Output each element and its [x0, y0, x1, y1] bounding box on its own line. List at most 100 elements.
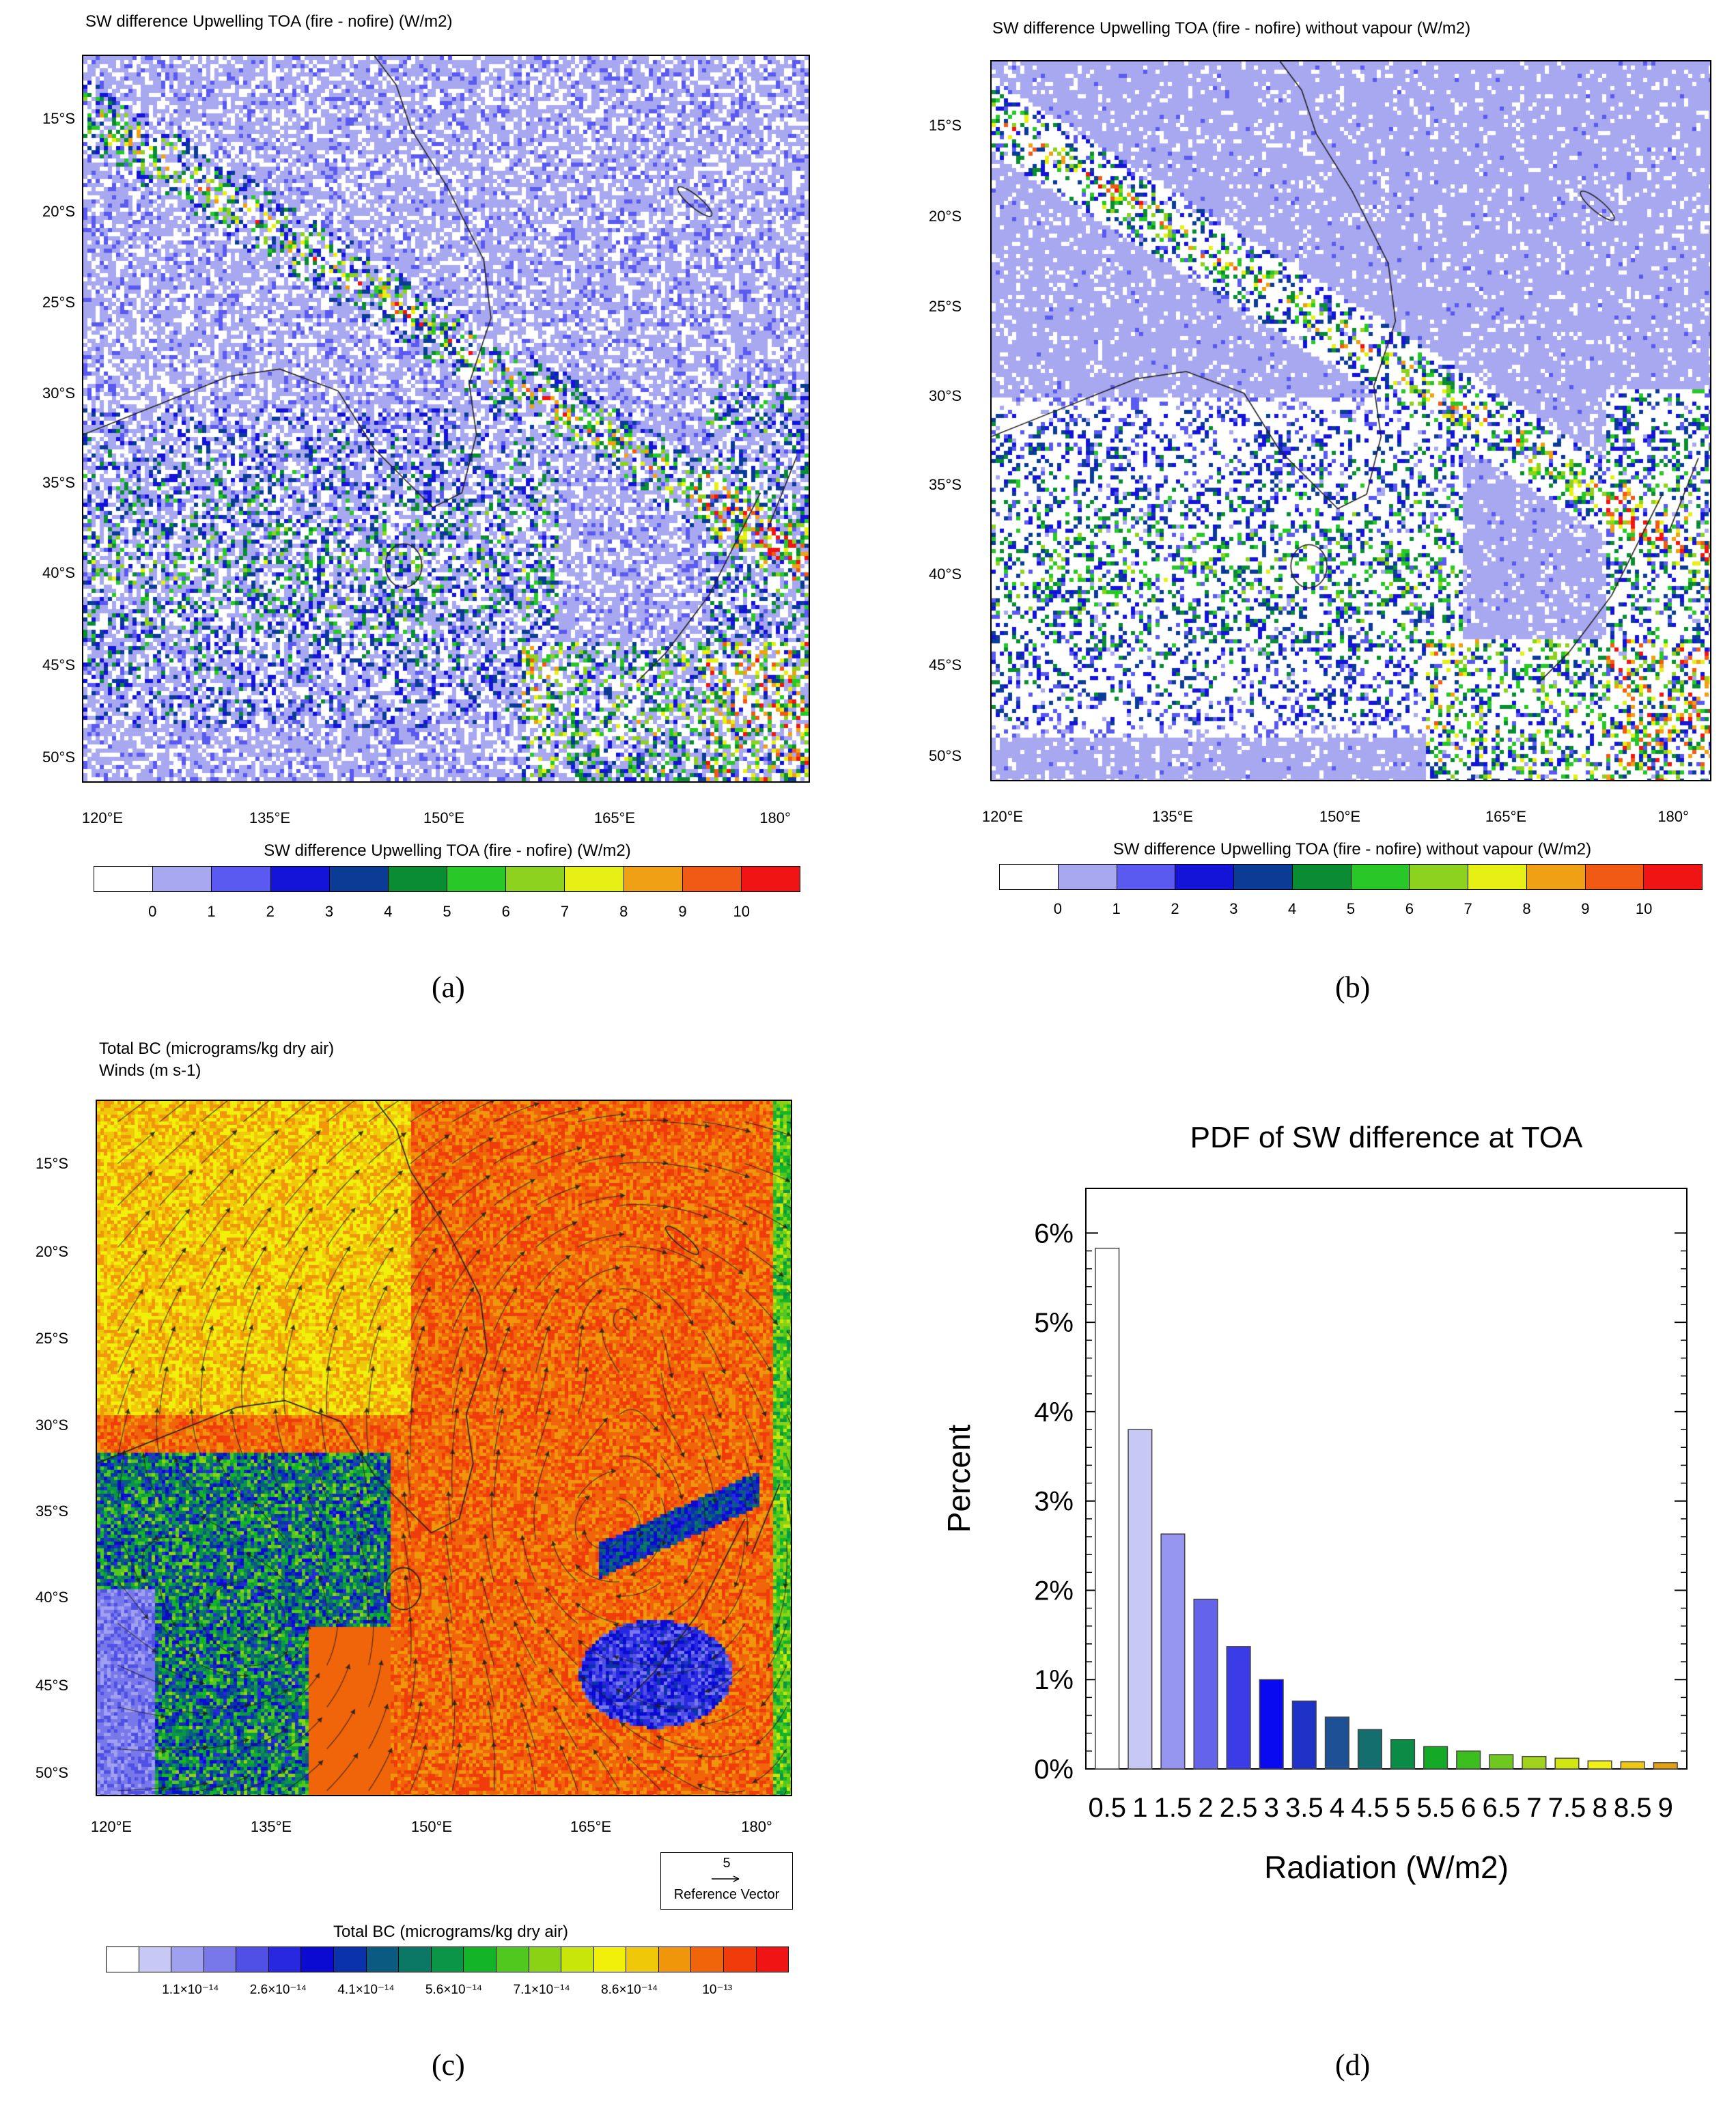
- pdf-chart-xlabel: Radiation (W/m2): [1264, 1850, 1509, 1885]
- lat-label: 50°S: [929, 747, 962, 764]
- pdf-bar: [1291, 1700, 1317, 1770]
- lat-label: 20°S: [42, 203, 75, 220]
- x-tick-label: 3.5: [1285, 1793, 1324, 1823]
- lat-label: 20°S: [36, 1243, 68, 1260]
- colorbar-swatch: [1410, 865, 1468, 889]
- panel-b-map-canvas: [992, 61, 1710, 780]
- colorbar-swatch: [756, 1947, 789, 1972]
- panel-b-map: [990, 60, 1711, 781]
- pdf-bar: [1620, 1761, 1645, 1770]
- colorbar-label: 7.1×10⁻¹⁴: [513, 1983, 570, 1997]
- panel-b-colorbar-title: SW difference Upwelling TOA (fire - nofi…: [1112, 840, 1592, 859]
- colorbar-swatch: [107, 1947, 139, 1972]
- lon-label: 120°E: [90, 1818, 132, 1835]
- y-tick-label: 4%: [1034, 1397, 1074, 1427]
- colorbar-swatch: [1117, 865, 1176, 889]
- lon-label: 150°E: [1319, 808, 1361, 825]
- colorbar-swatch: [334, 1947, 367, 1972]
- pdf-bar: [1489, 1754, 1514, 1770]
- x-tick-label: 2: [1198, 1793, 1213, 1823]
- lon-label: 180°: [741, 1818, 772, 1835]
- lon-label: 180°: [1657, 808, 1689, 825]
- colorbar-swatch: [204, 1947, 237, 1972]
- colorbar-swatch: [329, 867, 389, 891]
- colorbar-swatch: [1526, 865, 1586, 889]
- lat-label: 15°S: [42, 110, 75, 127]
- panel-c-title-line1: Total BC (micrograms/kg dry air): [99, 1039, 335, 1058]
- lon-label: 120°E: [981, 808, 1024, 825]
- x-tick-label: 5: [1395, 1793, 1410, 1823]
- colorbar-swatch: [431, 1947, 464, 1972]
- colorbar-label: 6: [501, 903, 510, 920]
- colorbar-label: 8: [1522, 900, 1531, 917]
- y-tick-label: 0%: [1034, 1755, 1074, 1785]
- lon-label: 165°E: [1485, 808, 1527, 825]
- colorbar-swatch: [496, 1947, 529, 1972]
- colorbar-label: 5: [443, 903, 451, 920]
- panel-c-map: [96, 1100, 792, 1796]
- y-tick-label: 1%: [1034, 1665, 1074, 1695]
- pdf-bar: [1653, 1762, 1678, 1770]
- pdf-chart-title: PDF of SW difference at TOA: [1190, 1121, 1583, 1154]
- pdf-bar: [1259, 1679, 1284, 1770]
- x-tick-label: 6: [1461, 1793, 1476, 1823]
- pdf-bar: [1554, 1757, 1580, 1770]
- panel-c-colorbar: [106, 1946, 789, 1972]
- y-tick-label: 5%: [1034, 1308, 1074, 1338]
- panel-b-title: SW difference Upwelling TOA (fire - nofi…: [992, 19, 1471, 38]
- colorbar-label: 0: [1053, 900, 1062, 917]
- pdf-bar: [1324, 1716, 1349, 1770]
- colorbar-label: 4: [1288, 900, 1297, 917]
- colorbar-label: 2: [1171, 900, 1179, 917]
- panel-a-colorbar-title: SW difference Upwelling TOA (fire - nofi…: [264, 841, 631, 860]
- x-tick-label: 9: [1658, 1793, 1673, 1823]
- colorbar-label: 2.6×10⁻¹⁴: [249, 1983, 307, 1997]
- reference-vector-value: 5: [723, 1856, 731, 1871]
- panel-a-colorbar: [94, 866, 800, 892]
- colorbar-swatch: [1175, 865, 1234, 889]
- reference-vector-label: Reference Vector: [673, 1887, 780, 1902]
- pdf-bar: [1128, 1429, 1153, 1770]
- colorbar-swatch: [626, 1947, 659, 1972]
- lat-label: 30°S: [36, 1417, 68, 1434]
- lat-label: 45°S: [929, 656, 962, 673]
- colorbar-label: 0: [148, 903, 157, 920]
- colorbar-swatch: [171, 1947, 204, 1972]
- pdf-bar: [1226, 1646, 1251, 1770]
- colorbar-swatch: [624, 867, 683, 891]
- colorbar-label: 1: [207, 903, 216, 920]
- x-tick-label: 7: [1526, 1793, 1541, 1823]
- x-tick-label: 2.5: [1220, 1793, 1258, 1823]
- lat-label: 30°S: [929, 387, 962, 404]
- colorbar-swatch: [139, 1947, 172, 1972]
- lon-label: 180°: [759, 809, 791, 826]
- colorbar-swatch: [464, 1947, 496, 1972]
- lon-label: 135°E: [249, 809, 291, 826]
- pdf-bar: [1193, 1598, 1218, 1770]
- reference-vector-arrow-icon: [712, 1875, 740, 1882]
- lat-label: 40°S: [36, 1589, 68, 1606]
- colorbar-label: 1.1×10⁻¹⁴: [162, 1983, 219, 1997]
- colorbar-label: 8: [619, 903, 628, 920]
- colorbar-label: 9: [678, 903, 687, 920]
- x-tick-label: 5.5: [1416, 1793, 1455, 1823]
- colorbar-swatch: [366, 1947, 400, 1972]
- pdf-chart: PDF of SW difference at TOA Percent Radi…: [941, 1121, 1688, 1885]
- lon-label: 120°E: [81, 809, 124, 826]
- colorbar-label: 3: [1229, 900, 1238, 917]
- lat-label: 50°S: [42, 749, 75, 766]
- colorbar-swatch: [1058, 865, 1117, 889]
- colorbar-swatch: [691, 1947, 724, 1972]
- x-tick-label: 8: [1592, 1793, 1607, 1823]
- x-tick-label: 1: [1132, 1793, 1147, 1823]
- lat-label: 15°S: [929, 117, 962, 134]
- colorbar-swatch: [236, 1947, 269, 1972]
- lon-label: 135°E: [250, 1818, 292, 1835]
- y-tick-label: 3%: [1034, 1487, 1074, 1517]
- colorbar-label: 1: [1112, 900, 1121, 917]
- lat-label: 35°S: [36, 1503, 68, 1520]
- panel-a-title: SW difference Upwelling TOA (fire - nofi…: [85, 12, 453, 31]
- colorbar-label: 5: [1346, 900, 1356, 917]
- colorbar-label: 8.6×10⁻¹⁴: [601, 1983, 658, 1997]
- x-tick-label: 6.5: [1483, 1793, 1521, 1823]
